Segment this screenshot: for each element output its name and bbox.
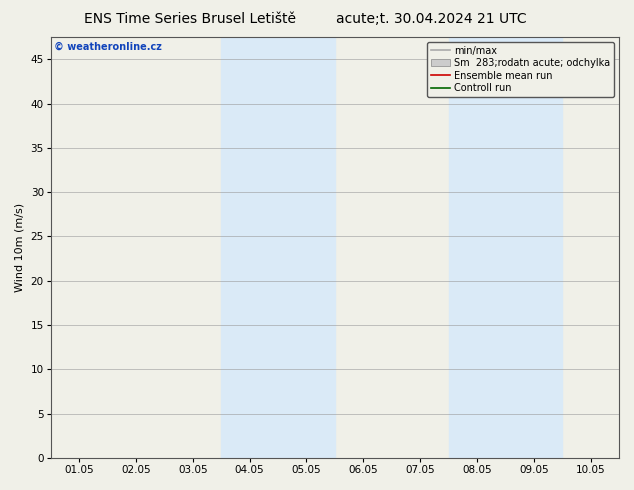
Text: ENS Time Series Brusel Letiště: ENS Time Series Brusel Letiště <box>84 12 296 26</box>
Y-axis label: Wind 10m (m/s): Wind 10m (m/s) <box>15 203 25 292</box>
Legend: min/max, Sm  283;rodatn acute; odchylka, Ensemble mean run, Controll run: min/max, Sm 283;rodatn acute; odchylka, … <box>427 42 614 97</box>
Text: © weatheronline.cz: © weatheronline.cz <box>54 41 162 51</box>
Text: acute;t. 30.04.2024 21 UTC: acute;t. 30.04.2024 21 UTC <box>336 12 526 26</box>
Bar <box>448 37 562 458</box>
Bar <box>221 37 335 458</box>
